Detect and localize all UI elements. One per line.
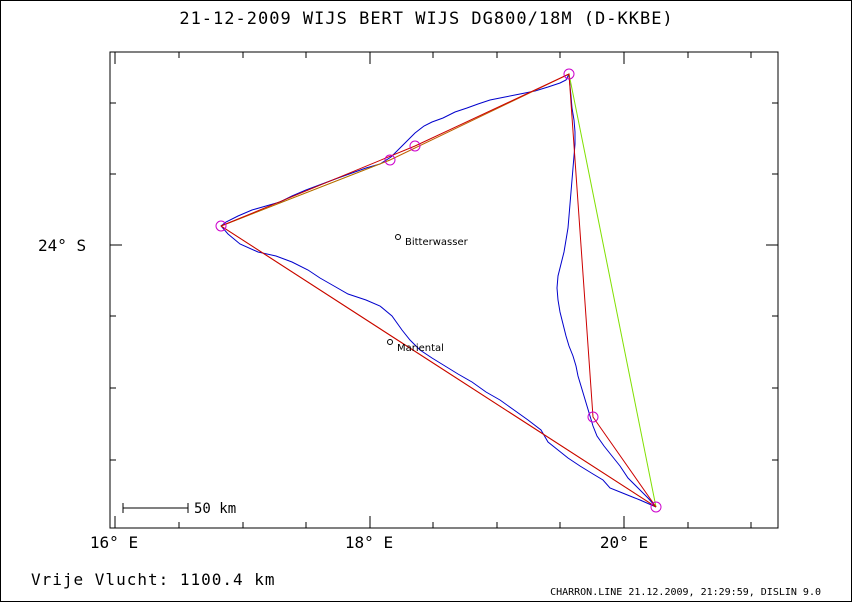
place-marker xyxy=(395,234,401,240)
flight-track xyxy=(220,73,657,508)
x-label-18e: 18° E xyxy=(345,533,393,552)
turnpoint-marker xyxy=(587,411,599,423)
footer-info: CHARRON.LINE 21.12.2009, 21:29:59, DISLI… xyxy=(550,587,821,598)
distance-label: Vrije Vlucht: 1100.4 km xyxy=(31,570,276,589)
plot-frame xyxy=(109,51,779,529)
scale-bar: 50 km xyxy=(122,501,236,517)
place-label-bitterwasser: Bitterwasser xyxy=(405,237,469,248)
scale-label: 50 km xyxy=(194,501,236,517)
page-title: 21-12-2009 WIJS BERT WIJS DG800/18M (D-K… xyxy=(179,9,674,29)
closing-line xyxy=(568,73,657,508)
place-label-mariental: Mariental xyxy=(397,343,444,354)
place-marker xyxy=(387,339,393,345)
y-label-24s: 24° S xyxy=(38,236,86,255)
y-axis-ticks xyxy=(110,102,778,461)
turnpoint-marker xyxy=(384,154,396,166)
turnpoint-marker xyxy=(409,140,421,152)
task-line xyxy=(220,73,657,508)
turnpoint-marker xyxy=(215,220,227,232)
turnpoints xyxy=(215,68,662,513)
turnpoint-marker xyxy=(563,68,575,80)
x-label-20e: 20° E xyxy=(600,533,648,552)
alt-route-line xyxy=(220,73,570,227)
x-label-16e: 16° E xyxy=(90,533,138,552)
x-axis-ticks xyxy=(114,52,752,528)
turnpoint-marker xyxy=(650,501,662,513)
